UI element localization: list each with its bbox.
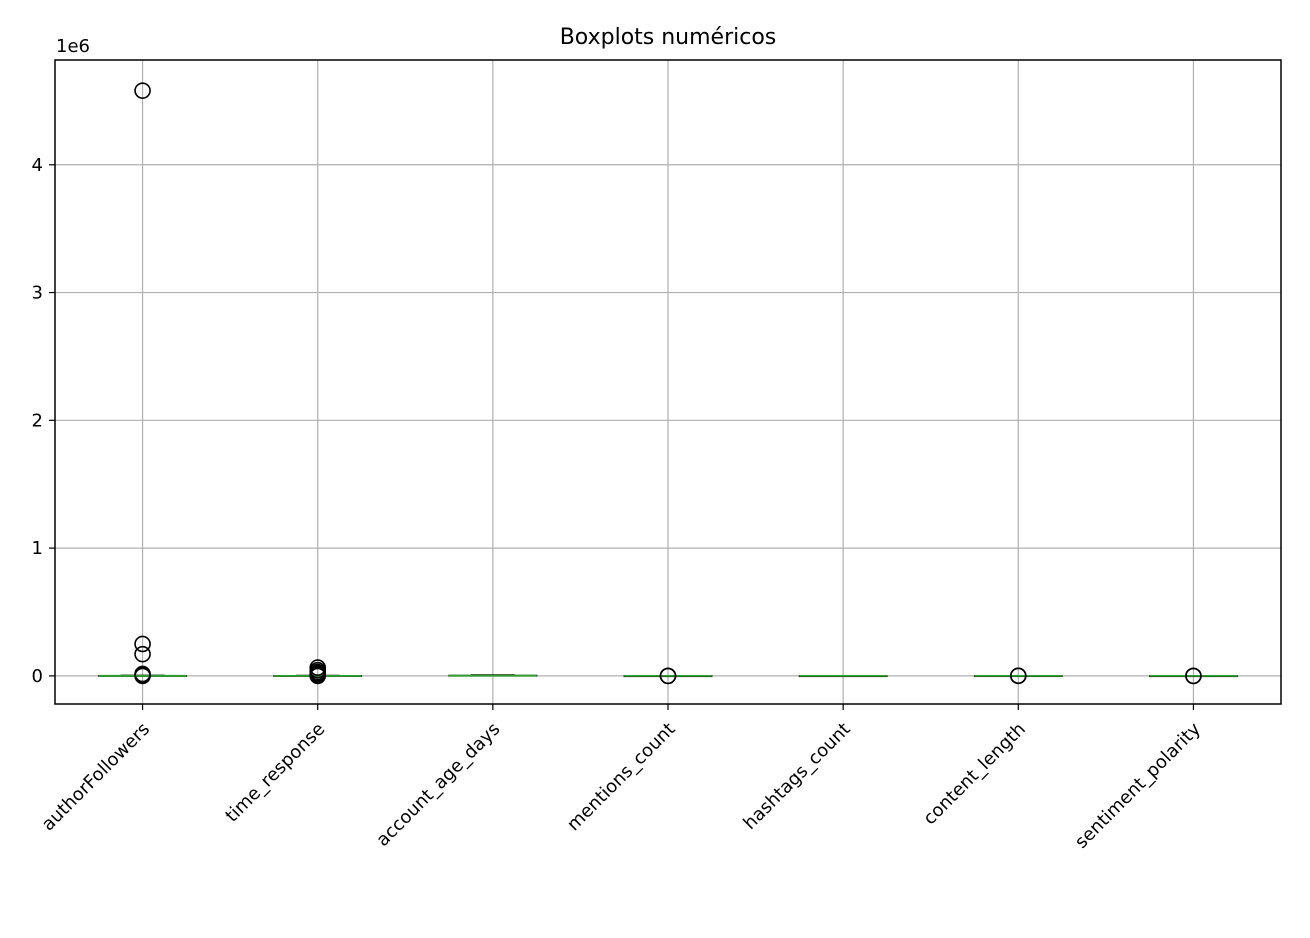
y-tick-label: 1 — [32, 538, 43, 559]
y-tick-label: 0 — [32, 666, 43, 687]
chart-title: Boxplots numéricos — [560, 25, 777, 50]
outlier-point — [309, 667, 327, 685]
x-tick-label: mentions_count — [563, 719, 679, 835]
y-tick-label: 4 — [32, 155, 43, 176]
grid-layer — [55, 60, 1281, 704]
x-tick-label: time_response — [221, 719, 329, 827]
y-tick-label: 2 — [32, 410, 43, 431]
ticks-layer: 0 1 2 3 4 authorFollowers time_response account… — [32, 155, 1206, 853]
x-tick-label: authorFollowers — [38, 719, 154, 835]
x-tick-label: content_length — [919, 719, 1030, 830]
outlier-point — [1009, 667, 1027, 685]
y-tick-label: 3 — [32, 283, 43, 304]
outlier-point — [1185, 667, 1202, 685]
x-tick-label: account_age_days — [372, 719, 504, 851]
boxes-layer — [98, 82, 1238, 685]
x-tick-label: sentiment_polarity — [1071, 718, 1205, 852]
outlier-point — [134, 667, 151, 685]
outlier-point — [134, 645, 151, 663]
x-tick-label: hashtags_count — [739, 719, 854, 834]
y-offset-label: 1e6 — [56, 36, 90, 57]
outlier-point — [134, 635, 151, 653]
outlier-point — [659, 667, 677, 685]
outlier-point — [134, 82, 151, 99]
